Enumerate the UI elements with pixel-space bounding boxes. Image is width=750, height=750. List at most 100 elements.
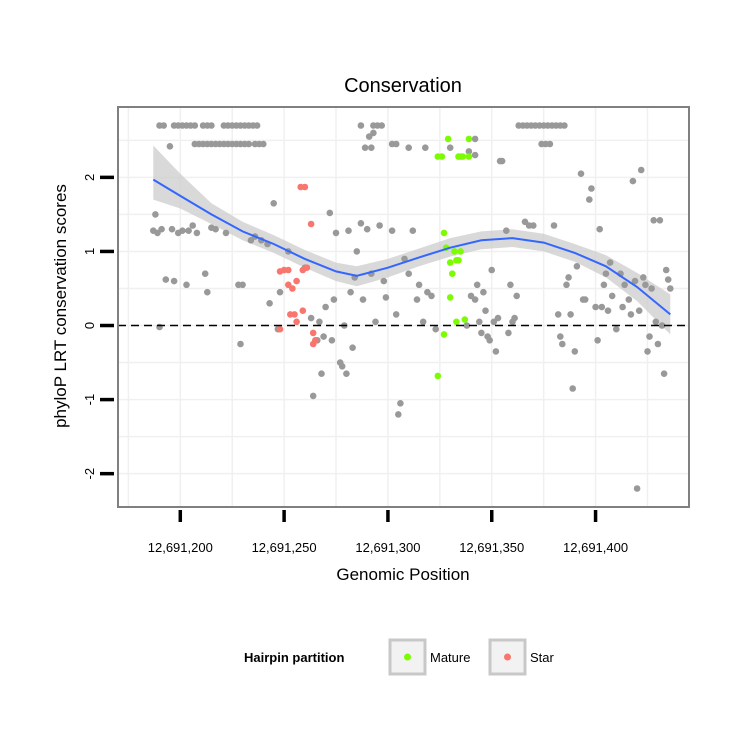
- data-point-other: [158, 225, 165, 233]
- data-point-other: [276, 288, 284, 296]
- data-point-other: [480, 288, 487, 296]
- data-point-other: [637, 166, 645, 174]
- data-point-other: [191, 122, 199, 129]
- data-point-other: [478, 329, 485, 337]
- data-point-other: [309, 392, 317, 400]
- data-point-other: [193, 229, 201, 237]
- data-point-other: [625, 296, 633, 303]
- x-tick-label: 12,691,250: [252, 540, 317, 555]
- data-point-other: [507, 281, 514, 289]
- data-point-other: [401, 255, 408, 263]
- data-point-other: [170, 277, 178, 285]
- data-point-other: [372, 318, 379, 326]
- data-point-other: [345, 227, 352, 234]
- data-point-other: [567, 311, 574, 318]
- data-point-other: [166, 143, 174, 150]
- data-point-mature: [434, 372, 442, 380]
- data-point-other: [397, 400, 404, 407]
- y-axis-title: phyloP LRT conservation scores: [51, 184, 70, 428]
- data-point-mature: [438, 153, 446, 160]
- legend-entries: Mature Star: [388, 638, 555, 676]
- y-tick-label: -1: [82, 394, 97, 406]
- data-point-other: [357, 122, 365, 129]
- data-point-other: [613, 325, 620, 333]
- data-point-other: [392, 140, 400, 148]
- data-point-other: [627, 311, 635, 318]
- x-tick-label: 12,691,300: [355, 540, 420, 555]
- data-point-mature: [444, 135, 452, 143]
- data-point-other: [349, 344, 356, 352]
- data-point-other: [546, 140, 554, 148]
- data-point-other: [201, 270, 209, 278]
- data-point-other: [162, 276, 170, 283]
- data-point-other: [270, 200, 278, 207]
- data-point-other: [332, 229, 340, 237]
- data-point-other: [395, 411, 402, 418]
- data-point-other: [322, 303, 329, 311]
- data-point-other: [357, 220, 365, 227]
- data-point-other: [640, 274, 647, 281]
- data-point-other: [266, 300, 273, 307]
- data-point-mature: [465, 135, 473, 143]
- data-point-other: [409, 227, 417, 234]
- data-point-other: [656, 217, 664, 224]
- data-point-star: [309, 329, 317, 337]
- data-point-other: [494, 314, 502, 322]
- data-point-other: [608, 292, 616, 300]
- data-point-mature: [457, 248, 464, 255]
- data-point-other: [498, 157, 506, 165]
- data-point-other: [328, 337, 336, 344]
- data-point-other: [156, 323, 163, 331]
- data-point-other: [602, 270, 610, 278]
- data-point-other: [571, 348, 579, 355]
- y-tick-label: -2: [82, 468, 97, 480]
- data-point-mature: [449, 270, 456, 278]
- data-point-other: [183, 281, 190, 289]
- data-point-other: [644, 348, 651, 355]
- data-point-other: [476, 318, 483, 326]
- data-point-other: [488, 266, 496, 274]
- data-point-other: [260, 140, 267, 148]
- data-point-other: [511, 314, 518, 322]
- legend-swatch-mature: [404, 653, 411, 661]
- y-axis: -2 -1 0 1 2: [82, 174, 114, 480]
- data-point-other: [239, 281, 246, 289]
- data-point-star: [293, 318, 300, 326]
- data-point-star: [285, 266, 292, 274]
- data-point-other: [237, 340, 244, 348]
- data-point-other: [635, 307, 643, 315]
- data-point-other: [326, 209, 334, 217]
- data-point-star: [289, 285, 296, 292]
- panel-border: [117, 106, 690, 508]
- data-point-other: [428, 292, 435, 300]
- data-point-other: [185, 227, 192, 234]
- data-point-other: [642, 281, 649, 289]
- data-points: [150, 122, 674, 492]
- data-point-other: [471, 296, 479, 303]
- data-point-other: [600, 281, 608, 289]
- legend-label-mature: Mature: [430, 650, 470, 665]
- data-point-other: [160, 122, 167, 129]
- data-point-other: [588, 185, 595, 192]
- data-point-mature: [461, 316, 469, 323]
- data-point-other: [307, 314, 315, 322]
- data-point-other: [380, 277, 388, 285]
- data-point-other: [168, 225, 176, 233]
- legend-title: Hairpin partition: [244, 650, 344, 665]
- data-point-other: [563, 281, 570, 289]
- data-point-other: [253, 122, 261, 129]
- data-point-other: [405, 144, 413, 151]
- data-point-other: [629, 177, 637, 185]
- data-point-other: [503, 227, 510, 234]
- data-point-other: [388, 227, 396, 234]
- data-point-other: [565, 274, 572, 281]
- data-point-other: [652, 318, 660, 326]
- data-point-mature: [440, 229, 448, 237]
- x-axis: 12,691,200 12,691,250 12,691,300 12,691,350…: [148, 510, 628, 555]
- data-point-other: [208, 122, 215, 129]
- y-tick-label: 0: [82, 322, 97, 329]
- data-point-other: [320, 333, 327, 340]
- data-point-other: [245, 140, 253, 148]
- data-point-star: [293, 277, 300, 285]
